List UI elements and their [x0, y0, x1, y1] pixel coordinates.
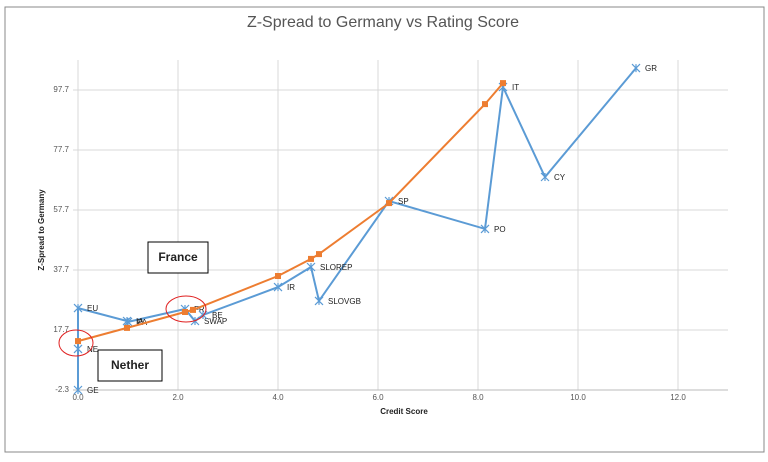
x-tick-label: 12.0 — [670, 393, 686, 402]
y-tick-label: 37.7 — [53, 265, 69, 274]
marker — [73, 344, 83, 354]
chart-frame — [4, 6, 765, 453]
point-label: SLOREP — [320, 263, 352, 272]
point-label: SWAP — [204, 317, 227, 326]
marker — [123, 317, 133, 327]
x-tick-label: 6.0 — [372, 393, 384, 402]
marker — [631, 63, 641, 73]
marker — [308, 255, 314, 262]
point-label: EU — [87, 304, 98, 313]
x-tick-label: 10.0 — [570, 393, 586, 402]
plot-area: -2.3 17.7 37.7 57.7 77.7 97.7 0.0 2.0 4.0 6.0 8.0 1… — [53, 60, 728, 402]
marker — [190, 306, 196, 313]
x-axis-label: Credit Score — [380, 407, 428, 416]
point-label: IR — [287, 283, 295, 292]
point-label: GR — [645, 64, 657, 73]
marker — [386, 200, 392, 207]
point-label: SLOVGB — [328, 297, 361, 306]
point-label: BE — [212, 311, 223, 320]
point-label: PO — [494, 225, 506, 234]
marker — [314, 296, 324, 306]
highlight-circle — [58, 329, 94, 357]
x-tick-label: 8.0 — [472, 393, 484, 402]
marker — [316, 251, 322, 258]
point-label: PA — [137, 318, 148, 327]
point-label: NE — [87, 345, 98, 354]
point-label: SP — [398, 197, 409, 206]
point-label: FR — [194, 305, 205, 314]
marker — [500, 80, 506, 87]
marker — [182, 309, 188, 315]
point-label: IA — [136, 317, 144, 326]
x-tick-label: 2.0 — [172, 393, 184, 402]
annotation-box — [147, 241, 209, 274]
chart-title: Z-Spread to Germany vs Rating Score — [247, 14, 519, 31]
marker — [73, 303, 83, 313]
y-tick-label: 57.7 — [53, 205, 69, 214]
y-tick-label: 77.7 — [53, 145, 69, 154]
marker — [275, 273, 281, 279]
y-tick-label: -2.3 — [55, 385, 69, 394]
marker — [482, 101, 488, 108]
point-label: IT — [512, 83, 519, 92]
y-tick-label: 17.7 — [53, 325, 69, 334]
x-tick-label: 0.0 — [72, 393, 84, 402]
marker — [73, 385, 83, 395]
x-tick-label: 4.0 — [272, 393, 284, 402]
point-label: CY — [554, 173, 566, 182]
series-line — [77, 82, 504, 343]
annotation: Nether — [111, 358, 149, 372]
y-axis-label: Z-Spread to Germany — [37, 189, 46, 271]
annotation: France — [158, 250, 198, 264]
marker — [540, 172, 550, 182]
marker — [124, 324, 130, 331]
highlight-circle — [165, 295, 207, 323]
series-line — [77, 67, 637, 390]
marker — [480, 224, 490, 234]
marker — [273, 282, 283, 292]
marker — [75, 338, 81, 345]
point-label: GE — [87, 386, 99, 395]
y-tick-label: 97.7 — [53, 85, 69, 94]
annotation-box — [97, 349, 163, 382]
marker — [306, 262, 316, 272]
